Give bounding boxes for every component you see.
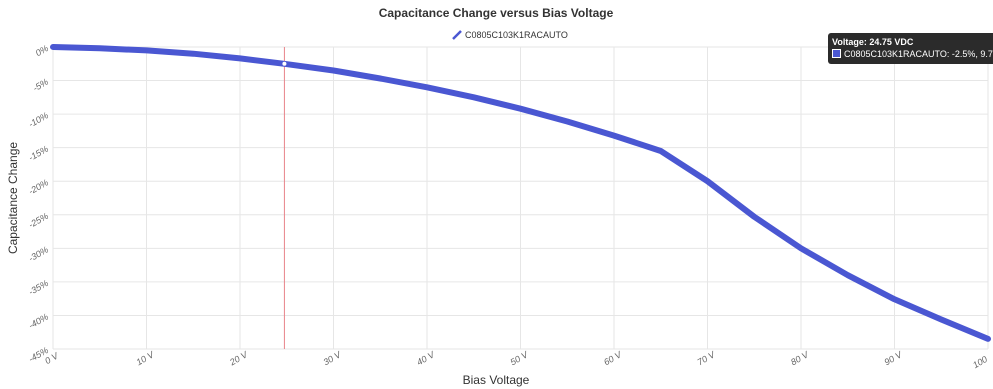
- y-tick-label: -15%: [27, 144, 50, 163]
- y-tick-label: -35%: [27, 278, 50, 297]
- legend[interactable]: C0805C103K1RACAUTO: [452, 30, 568, 40]
- y-tick-label: -25%: [27, 211, 50, 230]
- chart-title: Capacitance Change versus Bias Voltage: [379, 6, 614, 20]
- data-point[interactable]: [425, 85, 429, 89]
- data-point[interactable]: [565, 119, 569, 123]
- y-axis-ticks: 0%-5%-10%-15%-20%-25%-30%-35%-40%-45%: [27, 43, 50, 364]
- x-tick-label: 80 V: [789, 349, 811, 367]
- y-tick-label: -30%: [27, 244, 50, 263]
- series-points: [51, 45, 990, 341]
- tooltip-value: C0805C103K1RACAUTO: -2.5%, 9.7 nF: [844, 49, 993, 59]
- y-tick-label: -10%: [27, 110, 50, 129]
- data-point[interactable]: [378, 77, 382, 81]
- x-tick-label: 100: [971, 354, 989, 370]
- tooltip-title: Voltage: 24.75 VDC: [832, 37, 914, 47]
- y-tick-label: 0%: [34, 43, 50, 58]
- series-swatch-icon: [832, 49, 841, 58]
- y-axis-label: Capacitance Change: [6, 142, 20, 254]
- data-point[interactable]: [238, 56, 242, 60]
- data-point[interactable]: [191, 52, 195, 56]
- x-tick-label: 10 V: [134, 349, 156, 367]
- legend-item-label: C0805C103K1RACAUTO: [465, 30, 568, 40]
- x-tick-label: 20 V: [227, 349, 250, 368]
- data-point[interactable]: [939, 317, 943, 321]
- x-axis-label: Bias Voltage: [463, 373, 530, 387]
- x-tick-label: 90 V: [882, 349, 904, 367]
- x-tick-label: 40 V: [415, 349, 437, 367]
- x-tick-label: 30 V: [321, 349, 343, 367]
- y-tick-label: -40%: [27, 312, 50, 331]
- x-tick-label: 60 V: [602, 349, 624, 367]
- y-tick-label: -20%: [27, 177, 50, 196]
- data-point[interactable]: [706, 179, 709, 183]
- data-point[interactable]: [893, 297, 896, 301]
- data-point[interactable]: [752, 215, 756, 219]
- data-point[interactable]: [332, 68, 335, 72]
- data-point[interactable]: [98, 46, 102, 50]
- grid: [52, 46, 989, 350]
- x-tick-label: 50 V: [508, 349, 530, 367]
- data-point[interactable]: [51, 45, 55, 49]
- data-point[interactable]: [659, 149, 663, 153]
- data-point[interactable]: [799, 246, 803, 250]
- data-point[interactable]: [472, 95, 476, 99]
- x-tick-label: 70 V: [695, 349, 717, 367]
- legend-line-icon: [452, 30, 462, 40]
- data-point[interactable]: [986, 337, 990, 341]
- data-point[interactable]: [145, 48, 148, 52]
- tooltip-row: C0805C103K1RACAUTO: -2.5%, 9.7 nF: [832, 48, 993, 60]
- data-point[interactable]: [612, 134, 616, 138]
- data-point[interactable]: [519, 107, 522, 111]
- y-tick-label: -5%: [31, 77, 50, 94]
- hover-point: [282, 61, 287, 66]
- data-point[interactable]: [846, 273, 850, 277]
- tooltip: Voltage: 24.75 VDC C0805C103K1RACAUTO: -…: [828, 33, 993, 64]
